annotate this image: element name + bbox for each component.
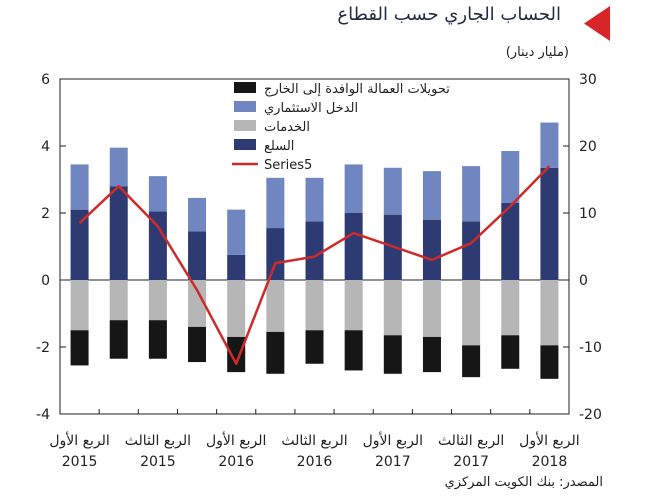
bar-0 [501,335,520,369]
bar-2 [188,280,207,327]
bar-1 [266,177,285,229]
bar-1 [70,164,89,210]
title-marker-triangle [584,6,610,41]
bar-3 [422,219,441,280]
legend-swatch [234,82,256,93]
x-axis-label-year: 2015 [140,454,176,470]
right-axis-tick-label: 20 [579,139,597,155]
series5-line [78,165,551,365]
bar-1 [188,197,207,232]
bar-2 [148,280,167,321]
bar-2 [462,280,481,346]
right-axis-tick-label: -10 [579,340,602,356]
bar-3 [70,209,89,280]
legend-swatch [234,101,256,112]
plot-frame [59,78,570,415]
right-axis-tick-label: 10 [579,206,597,222]
x-axis-label-quarter: الربع الثالث [281,433,347,449]
bar-1 [422,171,441,220]
x-axis-label-year: 2018 [532,454,568,470]
bar-3 [188,231,207,280]
bar-3 [540,167,559,280]
bar-2 [227,280,246,337]
bar-0 [462,345,481,378]
bar-3 [266,228,285,280]
bar-3 [305,221,324,280]
source-note: المصدر: بنك الكويت المركزي [444,475,603,490]
bar-2 [305,280,324,331]
bar-0 [540,345,559,379]
bar-2 [344,280,363,331]
x-axis-label-quarter: الربع الأول [519,431,579,449]
left-axis-tick-label: 6 [41,72,50,88]
legend-label: الدخل الاستثماري [264,101,358,116]
legend-label: السلع [264,139,294,154]
x-axis-label-quarter: الربع الأول [206,431,266,449]
bar-0 [109,320,128,359]
legend-label: Series5 [264,158,312,173]
bar-0 [70,330,89,366]
bar-2 [266,280,285,332]
x-axis-label-quarter: الربع الثالث [125,433,191,449]
bar-3 [344,213,363,280]
legend-swatch [234,139,256,150]
x-axis-label-year: 2017 [375,454,411,470]
bar-0 [266,331,285,374]
bar-1 [109,147,128,187]
x-axis-label-year: 2015 [62,454,98,470]
bar-2 [383,280,402,336]
chart-title: الحساب الجاري حسب القطاع [337,4,561,25]
legend-swatch [234,120,256,131]
bar-1 [501,151,520,203]
x-axis-label-quarter: الربع الأول [49,431,109,449]
legend-label: الخدمات [264,120,310,135]
left-axis-tick-label: -4 [36,407,50,423]
bar-2 [422,280,441,337]
bar-0 [383,335,402,374]
bar-0 [422,336,441,373]
bar-1 [148,176,167,212]
x-axis-label-quarter: الربع الأول [363,431,423,449]
bar-0 [227,336,246,373]
bar-2 [540,280,559,346]
left-axis-tick-label: 2 [41,206,50,222]
right-axis-tick-label: 30 [579,72,597,88]
bar-1 [227,209,246,255]
x-axis-label-year: 2016 [297,454,333,470]
bar-1 [344,164,363,213]
legend-label: تحويلات العمالة الوافدة إلى الخارج [264,82,450,97]
bar-1 [305,177,324,222]
bar-1 [540,122,559,168]
bar-2 [501,280,520,336]
bar-0 [188,326,207,363]
bar-1 [462,166,481,222]
left-axis-tick-label: 0 [41,273,50,289]
right-axis-tick-label: -20 [579,407,602,423]
bar-3 [148,211,167,280]
bar-3 [501,202,520,280]
bar-3 [227,254,246,280]
x-axis-label-quarter: الربع الثالث [438,433,504,449]
bar-1 [383,167,402,215]
right-axis-tick-label: 0 [579,273,588,289]
bar-3 [462,221,481,280]
bar-0 [305,330,324,364]
left-axis-tick-label: -2 [36,340,50,356]
bar-0 [344,330,363,371]
bar-3 [109,186,128,280]
x-axis-label-year: 2017 [453,454,489,470]
bar-0 [148,320,167,359]
bar-2 [70,280,89,331]
x-axis-label-year: 2016 [218,454,254,470]
bar-2 [109,280,128,321]
unit-label: (مليار دينار) [505,45,569,60]
left-axis-tick-label: 4 [41,139,50,155]
